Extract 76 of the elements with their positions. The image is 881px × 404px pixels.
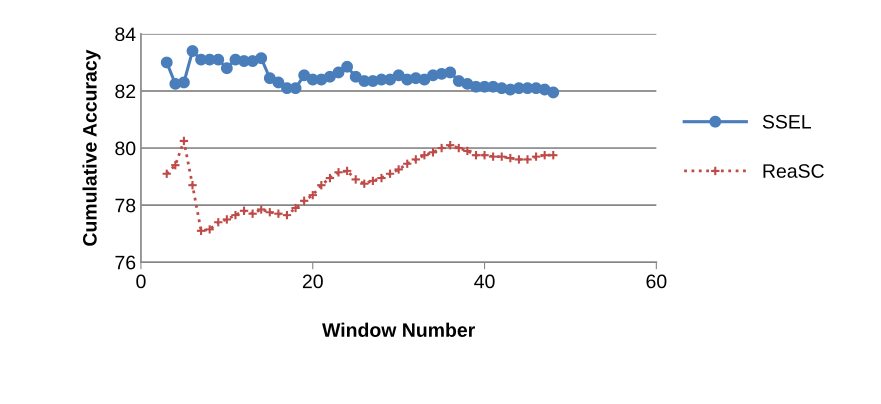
legend-label: ReaSC [764,164,824,178]
point [359,178,370,189]
point [264,72,276,84]
point [444,66,456,78]
point [350,174,361,185]
point [436,142,447,154]
point [196,226,206,236]
point [246,55,259,67]
y-tick-label: 82 [115,84,136,98]
y-axis-title: Cumulative Accuracy [82,50,101,246]
point [247,208,258,219]
point [341,60,354,73]
point [333,167,344,178]
point [368,176,378,186]
point [530,151,542,162]
point [162,168,172,179]
point [505,152,516,164]
point [222,214,232,225]
point [428,147,438,158]
y-tick-label: 80 [115,142,136,156]
point [342,166,352,176]
point [308,190,318,200]
point [419,150,430,160]
point [454,142,464,154]
point [255,52,268,64]
point [462,146,473,156]
y-tick-label: 76 [115,256,136,270]
point [393,164,404,175]
point [538,84,551,96]
point [220,62,233,74]
point [470,150,482,160]
point [514,154,524,165]
x-tick-label: 40 [474,274,495,288]
legend-label: SSEL [762,114,812,129]
point [186,45,198,57]
point [273,208,284,219]
point [522,154,533,165]
point [324,172,336,184]
point [479,150,490,160]
point [264,207,276,218]
point [384,74,396,86]
x-tick-label: 0 [136,274,146,288]
point [392,69,405,82]
point [376,172,387,184]
point [298,69,310,82]
y-tick-label: 84 [115,27,136,42]
point [410,154,422,165]
point [178,136,190,146]
point [204,224,215,235]
point [418,74,430,86]
x-tick-label: 20 [302,274,323,288]
point [350,70,362,83]
point [213,217,224,228]
point [384,168,396,179]
point [290,82,302,94]
point [547,86,560,98]
point [444,140,456,150]
point [282,210,292,220]
point [187,180,198,190]
x-axis-title: Window Number [322,322,475,337]
point [238,206,250,216]
x-tick-label: 60 [646,274,666,288]
y-tick-label: 78 [115,198,136,212]
point [256,204,266,215]
point [160,56,173,68]
point [332,66,344,78]
point [170,160,181,170]
point [316,180,327,190]
point [298,196,310,206]
point [402,158,412,169]
point [178,76,190,88]
point [488,151,498,162]
point [290,202,301,214]
point [324,70,336,83]
point [230,210,241,220]
point [272,76,284,88]
